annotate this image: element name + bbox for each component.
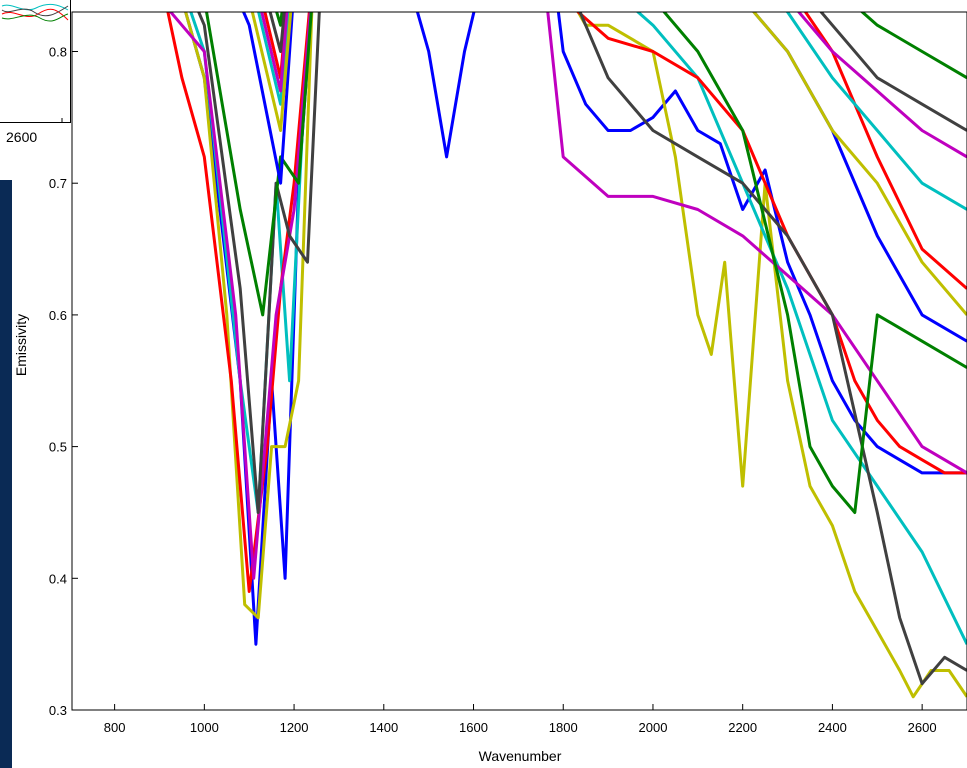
series-line-6 [197, 12, 967, 686]
series-line-2 [184, 12, 967, 699]
x-tick-label: 800 [104, 720, 126, 735]
inset-thumbnail-lines [1, 3, 69, 122]
x-tick-label: 2600 [908, 720, 937, 735]
series-layer [166, 12, 967, 699]
plot-frame [71, 11, 967, 711]
y-axis-title: Emissivity [13, 314, 29, 376]
series-line-14 [268, 12, 967, 132]
x-tick-label: 1400 [369, 720, 398, 735]
y-tick-label: 0.4 [49, 571, 67, 586]
x-axis-title: Wavenumber [479, 748, 562, 764]
x-tick-label: 1800 [549, 720, 578, 735]
y-tick-label: 0.5 [49, 440, 67, 455]
series-line-10 [257, 12, 967, 211]
x-tick-label: 1200 [280, 720, 309, 735]
y-tick-label: 0.6 [49, 308, 67, 323]
y-tick-label: 0.3 [49, 703, 67, 718]
x-tick-label: 1000 [190, 720, 219, 735]
background-window-strip [0, 180, 12, 768]
x-tick-label: 1600 [459, 720, 488, 735]
x-tick-label: 2200 [728, 720, 757, 735]
inset-thumbnail-chart [0, 0, 71, 123]
x-tick-label: 2400 [818, 720, 847, 735]
axes-layer: 800 1000 1200 1400 1600 1800 2000 2200 2400 2600 0… [49, 11, 967, 735]
series-line-11 [250, 12, 967, 316]
series-line-4 [166, 12, 967, 593]
inset-tick-label: 2600 [6, 129, 38, 145]
series-line-5 [168, 12, 967, 580]
series-line-13 [260, 12, 967, 159]
x-tick-label: 2000 [639, 720, 668, 735]
series-line-7 [205, 12, 967, 514]
y-tick-label: 0.8 [49, 45, 67, 60]
y-tick-label: 0.7 [49, 176, 67, 191]
plot-area [72, 12, 967, 710]
